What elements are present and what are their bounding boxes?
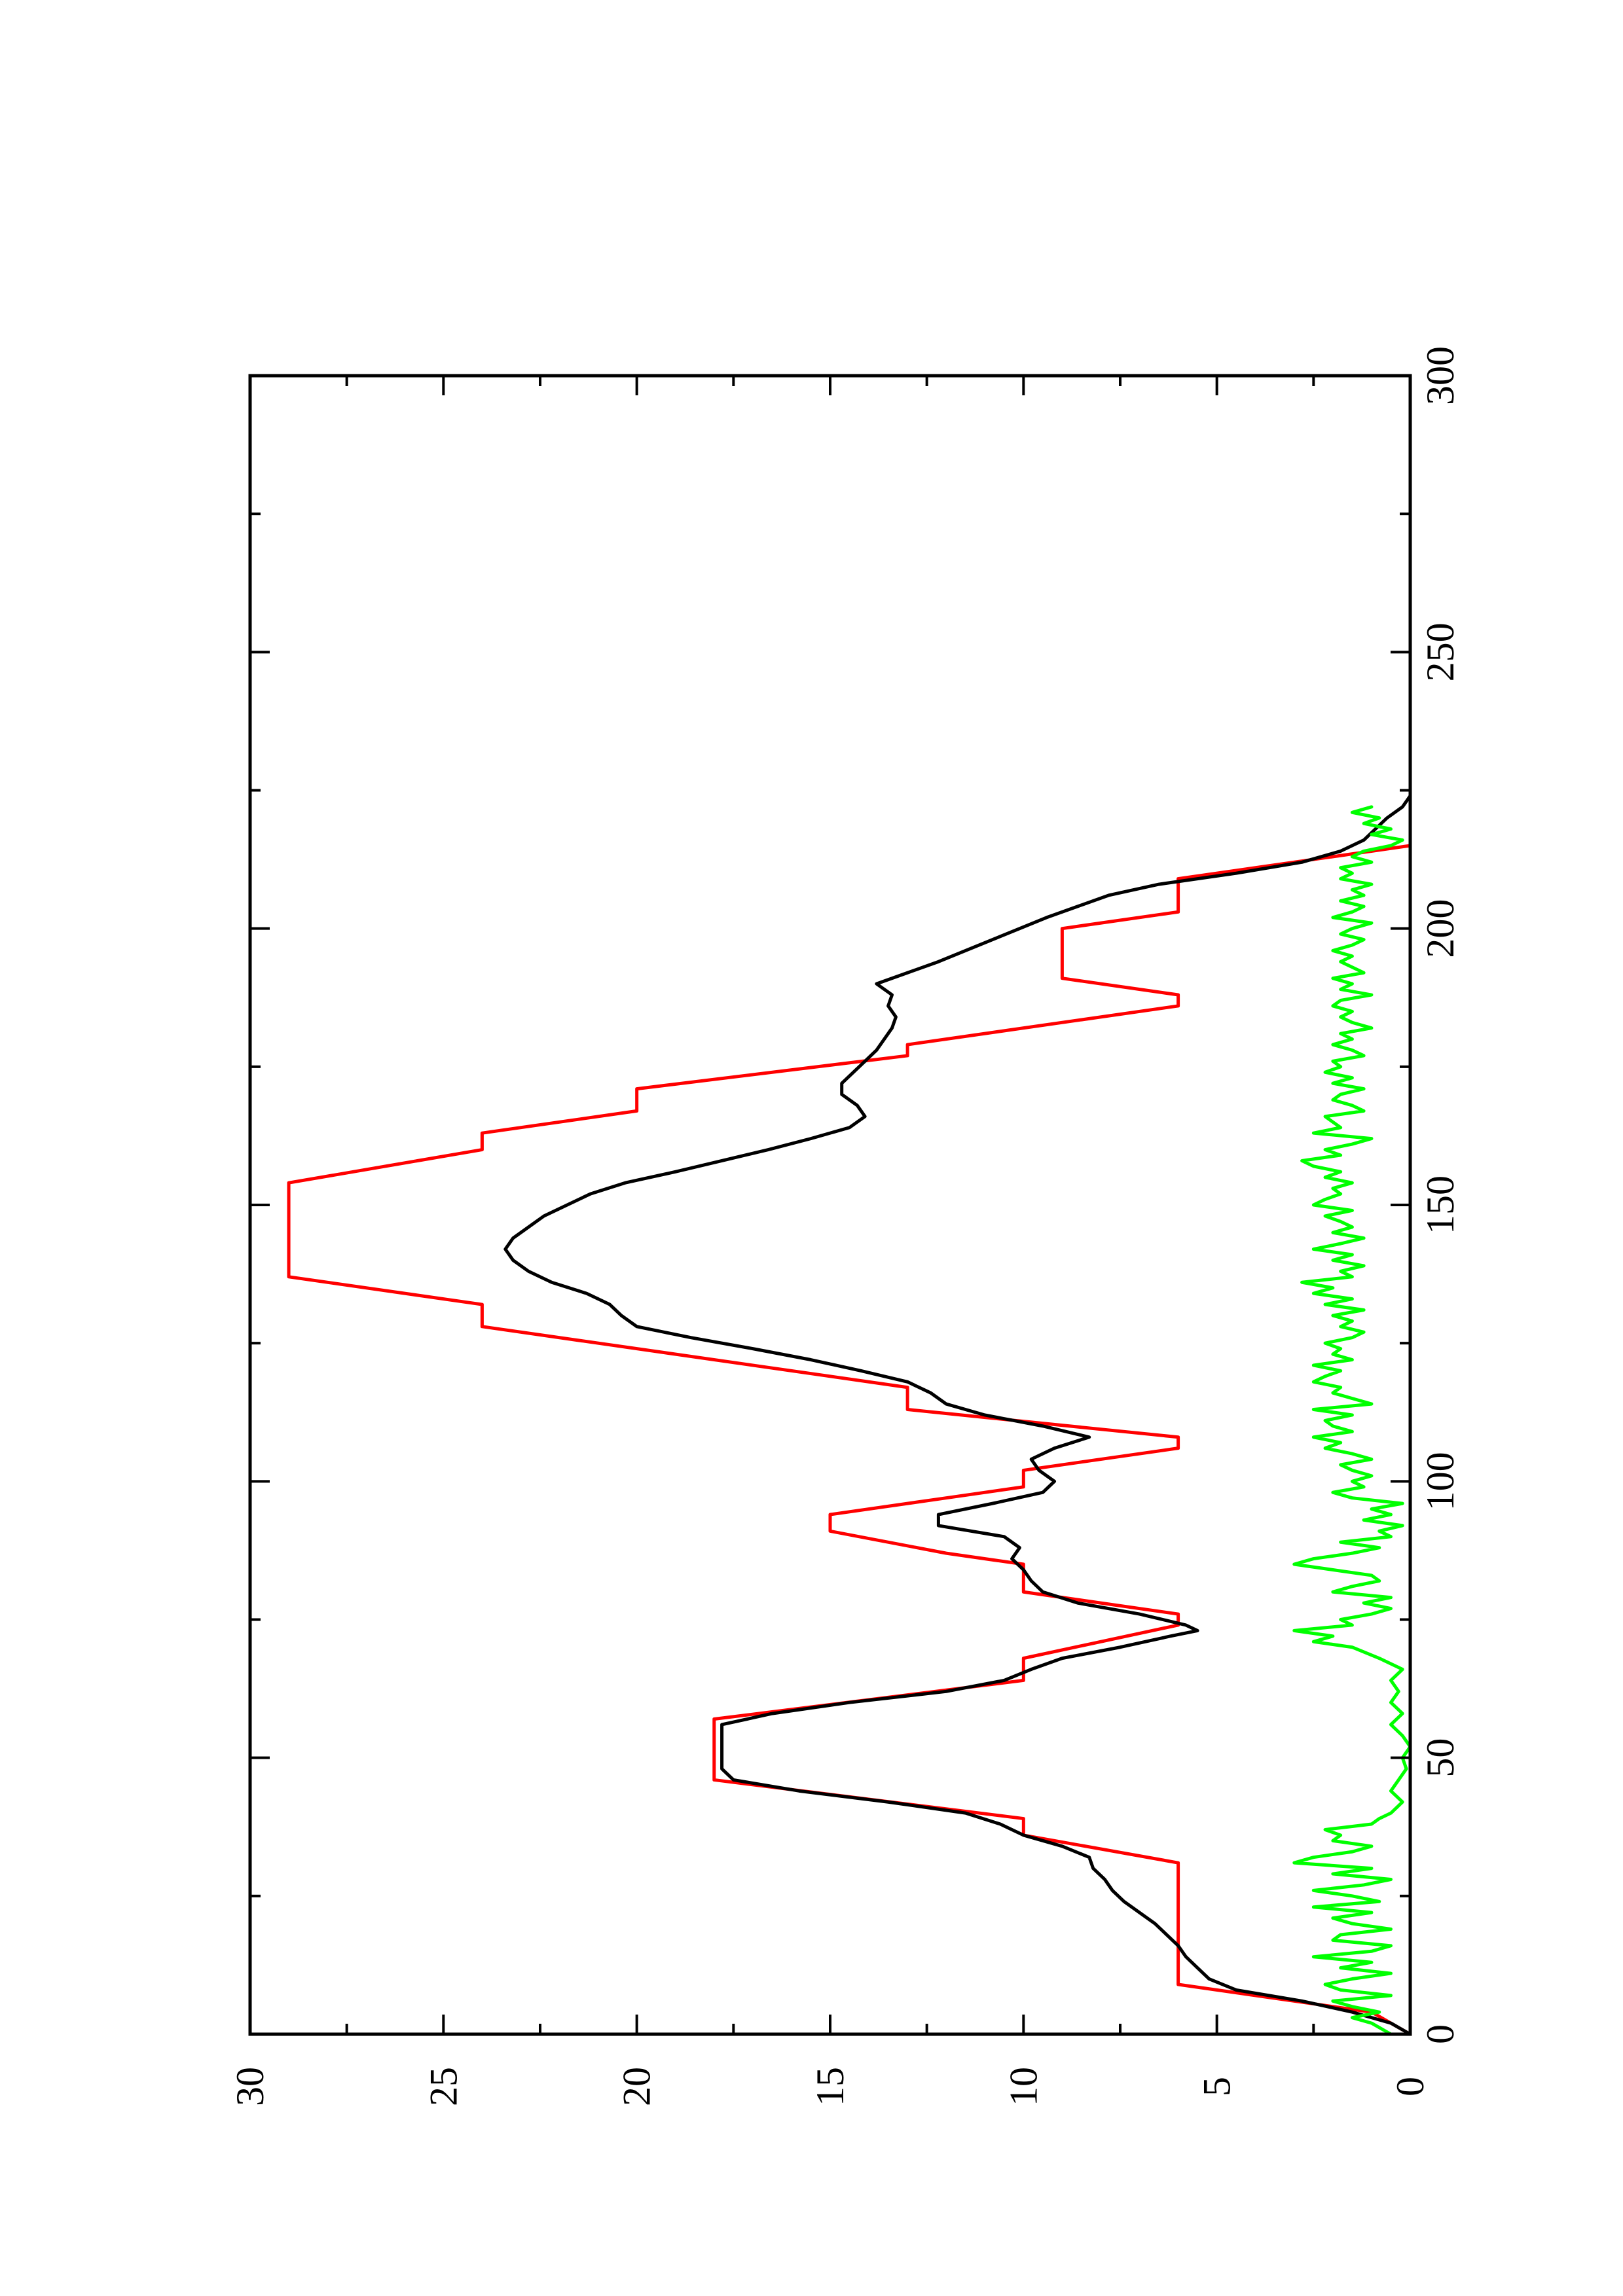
y-tick-label: 20: [615, 2067, 659, 2106]
y-tick-label: 10: [1002, 2067, 1045, 2106]
x-tick-label: 300: [1419, 346, 1462, 405]
x-tick-label: 200: [1419, 899, 1462, 958]
series-layer: [287, 794, 1412, 2036]
plot-frame: [248, 374, 1412, 2036]
x-tick-label: 100: [1419, 1452, 1462, 1511]
y-tick-label: 15: [809, 2067, 852, 2106]
x-tick-label: 0: [1419, 2024, 1462, 2044]
y-tick-label: 30: [228, 2067, 272, 2106]
x-tick-label: 150: [1419, 1175, 1462, 1234]
x-tick-label: 50: [1419, 1738, 1462, 1778]
y-tick-label: 0: [1389, 2077, 1432, 2096]
series-line-1: [503, 794, 1412, 2036]
series-line-2: [1292, 805, 1412, 2036]
labels-layer: 0 50 100 150 200 250 300 0 5 10 15 20 25 30: [228, 346, 1462, 2106]
y-tick-label: 25: [422, 2067, 465, 2106]
x-tick-label: 250: [1419, 622, 1462, 681]
y-tick-label: 5: [1195, 2077, 1239, 2096]
series-line-0: [287, 844, 1412, 2036]
ticks-layer: [249, 374, 1412, 2036]
